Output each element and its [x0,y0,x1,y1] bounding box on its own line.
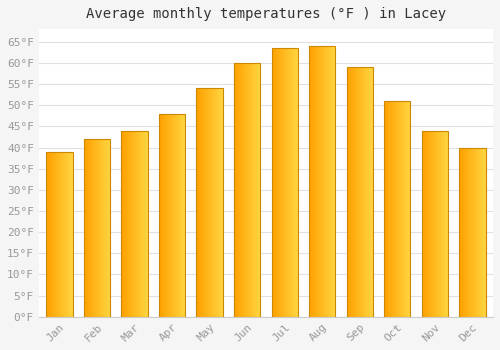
Title: Average monthly temperatures (°F ) in Lacey: Average monthly temperatures (°F ) in La… [86,7,446,21]
Bar [460,148,485,317]
Bar [384,101,410,317]
Bar [159,114,185,317]
Bar [196,88,223,317]
Bar [346,67,373,317]
Bar [272,48,298,317]
Bar [309,46,336,317]
Bar [122,131,148,317]
Bar [422,131,448,317]
Bar [46,152,72,317]
Bar [234,63,260,317]
Bar [84,139,110,317]
